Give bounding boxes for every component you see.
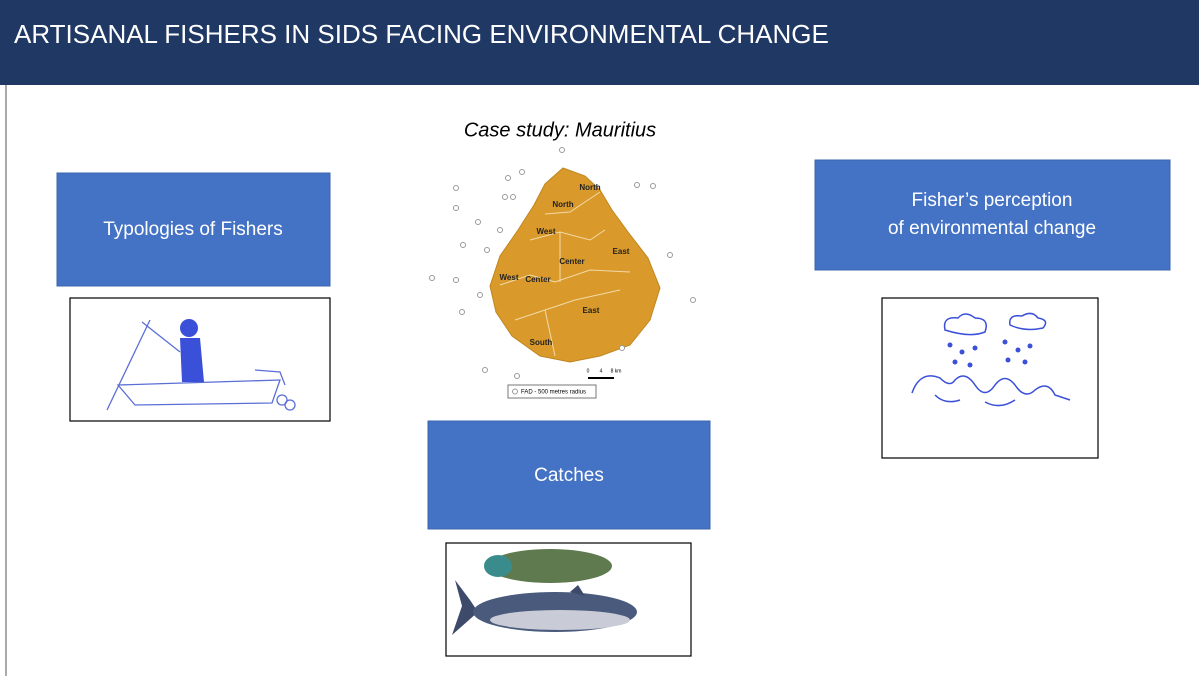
fad-marker: [1003, 340, 1008, 345]
fad-marker: [515, 374, 520, 379]
fad-marker: [180, 319, 198, 337]
map-label: North: [552, 200, 573, 209]
box-text: of environmental change: [888, 218, 1096, 239]
fad-marker: [461, 243, 466, 248]
fad-marker: [960, 350, 965, 355]
scale-label: 8 km: [611, 368, 622, 374]
fad-marker: [506, 176, 511, 181]
fad-marker: [620, 346, 625, 351]
shape: [490, 610, 630, 630]
fad-marker: [454, 206, 459, 211]
fad-marker: [1028, 344, 1033, 349]
image-frame: [882, 298, 1098, 458]
fad-marker: [503, 195, 508, 200]
fad-marker: [635, 183, 640, 188]
box: [815, 160, 1170, 270]
fad-marker: [478, 293, 483, 298]
fad-marker: [520, 170, 525, 175]
fad-marker: [460, 310, 465, 315]
fad-marker: [513, 389, 518, 394]
title: ARTISANAL FISHERS IN SIDS FACING ENVIRON…: [14, 19, 829, 49]
fad-marker: [691, 298, 696, 303]
scale-label: 0: [587, 368, 590, 374]
fad-marker: [1006, 358, 1011, 363]
fad-marker: [973, 346, 978, 351]
map-label: West: [500, 273, 519, 282]
fad-marker: [454, 186, 459, 191]
fad-marker: [511, 195, 516, 200]
fad-marker: [560, 148, 565, 153]
fad-marker: [668, 253, 673, 258]
map: North North West East Center West Center…: [430, 148, 696, 399]
box-text: Typologies of Fishers: [103, 219, 283, 240]
box-text: Fisher’s perception: [912, 190, 1073, 211]
fad-marker: [430, 276, 435, 281]
fad-marker: [483, 368, 488, 373]
map-label: East: [583, 306, 600, 315]
map-label: South: [530, 338, 553, 347]
fad-marker: [476, 220, 481, 225]
fad-marker: [485, 248, 490, 253]
shape: [180, 338, 204, 382]
fad-marker: [953, 360, 958, 365]
map-label: North: [579, 183, 600, 192]
legend-text: FAD - 500 metres radius: [521, 390, 586, 396]
fad-marker: [968, 363, 973, 368]
box-text: Catches: [534, 465, 604, 486]
fad-marker: [948, 343, 953, 348]
scale-label: 4: [600, 368, 603, 374]
case-study: Case study: Mauritius: [464, 119, 656, 141]
fad-marker: [1023, 360, 1028, 365]
map-label: West: [537, 227, 556, 236]
fad-marker: [454, 278, 459, 283]
map-label: Center: [525, 275, 550, 284]
slide: ARTISANAL FISHERS IN SIDS FACING ENVIRON…: [0, 0, 1199, 676]
map-label: Center: [559, 257, 584, 266]
map-label: East: [613, 247, 630, 256]
fad-marker: [498, 228, 503, 233]
fad-marker: [651, 184, 656, 189]
fad-marker: [1016, 348, 1021, 353]
shape: [484, 555, 512, 577]
